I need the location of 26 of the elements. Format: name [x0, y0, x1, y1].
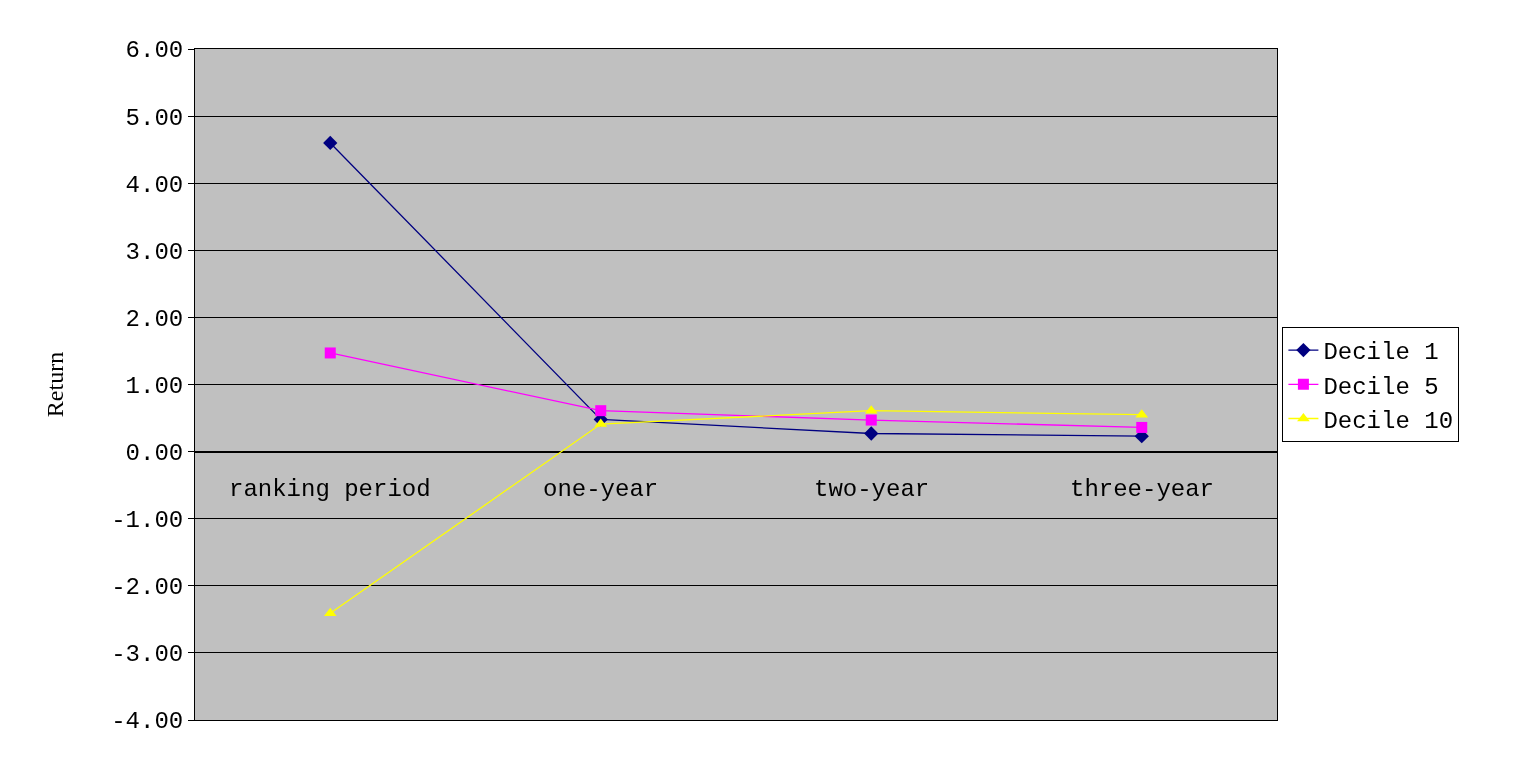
y-tick-label: -4.00	[111, 708, 184, 736]
legend-label: Decile 1	[1323, 339, 1439, 367]
y-tick-label: 0.00	[125, 440, 184, 467]
point	[1136, 421, 1148, 433]
y-tick-label: 3.00	[125, 238, 184, 266]
x-tick-label: one-year	[543, 476, 659, 503]
legend-label: Decile 10	[1323, 407, 1454, 435]
point	[323, 607, 337, 617]
x-tick-label: two-year	[814, 476, 930, 503]
y-tick-label: 1.00	[125, 372, 184, 400]
y-tick-label: 4.00	[125, 171, 184, 199]
point	[595, 405, 607, 417]
y-tick-label: -3.00	[111, 641, 184, 669]
y-tick-label: 6.00	[125, 37, 184, 65]
y-tick-label: -2.00	[111, 574, 184, 602]
point	[324, 347, 336, 359]
x-tick-label: three-year	[1070, 476, 1215, 503]
y-axis-title: Return	[42, 351, 69, 418]
point	[865, 414, 877, 426]
y-tick-label: -1.00	[111, 507, 184, 535]
y-tick-label: 5.00	[125, 104, 184, 132]
y-tick-label: 2.00	[125, 305, 184, 333]
point	[864, 426, 879, 441]
x-tick-label: ranking period	[229, 476, 431, 503]
point	[323, 135, 338, 151]
legend-label: Decile 5	[1323, 373, 1439, 401]
